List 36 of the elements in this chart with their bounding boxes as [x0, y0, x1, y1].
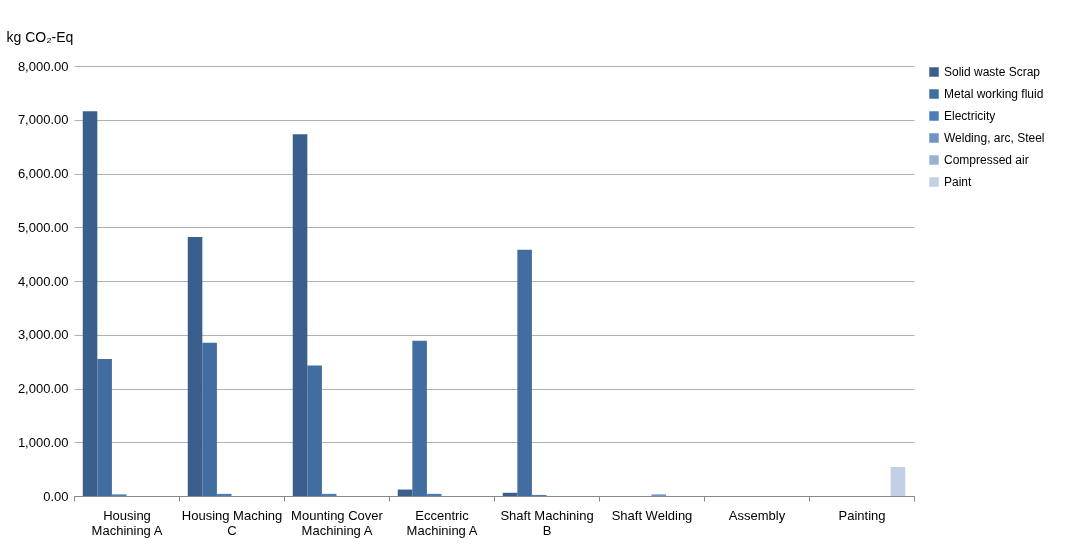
y-tick-label: 1,000.00 [17, 434, 69, 450]
legend-label: Welding, arc, Steel [944, 131, 1045, 145]
legend-label: Electricity [944, 109, 996, 123]
x-tick-label: Housing Maching C [181, 507, 283, 538]
x-tick-label: Shaft Machining B [500, 507, 594, 538]
bar [97, 358, 112, 496]
legend-label: Solid waste Scrap [944, 65, 1041, 79]
y-tick-label: 6,000.00 [17, 166, 69, 181]
bar [517, 249, 532, 496]
y-tick-label: 0.00 [43, 488, 69, 504]
y-tick-label: 8,000.00 [17, 58, 69, 74]
y-tick-label: 5,000.00 [17, 219, 69, 235]
bar [216, 493, 232, 496]
bar [202, 342, 217, 496]
bar [307, 365, 322, 496]
y-tick-label: 7,000.00 [17, 112, 69, 128]
x-tick-label: Eccentric Machining A [406, 507, 478, 538]
bar [292, 134, 308, 496]
y-tick-label: 4,000.00 [17, 273, 69, 289]
x-tick-label: Shaft Welding [611, 507, 693, 523]
legend-label: Metal working fluid [944, 87, 1044, 101]
legend-label: Paint [944, 175, 973, 189]
x-tick-label: Mounting Cover Machining A [291, 507, 384, 538]
y-tick-label: 3,000.00 [17, 327, 69, 343]
x-tick-label: Assembly [728, 507, 786, 523]
y-tick-label: 2,000.00 [17, 381, 69, 396]
x-tick-label: Housing Machining A [91, 507, 163, 538]
bar [187, 236, 203, 496]
x-tick-label: Painting [838, 507, 886, 523]
bar [412, 340, 427, 496]
y-axis-title: kg CO₂-Eq [6, 28, 74, 45]
bar [82, 111, 98, 496]
legend-label: Compressed air [944, 153, 1029, 167]
bar [321, 493, 337, 496]
bar [890, 466, 906, 496]
bar [426, 493, 442, 496]
